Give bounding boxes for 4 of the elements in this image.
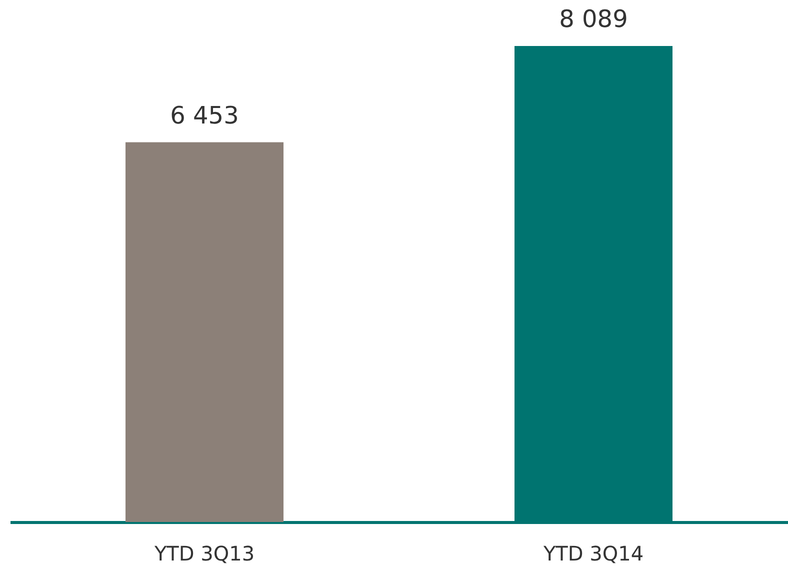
data-label: 8 089 [559,5,628,33]
x-tick-label: YTD 3Q14 [542,542,644,566]
data-label: 6 453 [170,101,239,130]
x-tick-label: YTD 3Q13 [153,542,255,566]
